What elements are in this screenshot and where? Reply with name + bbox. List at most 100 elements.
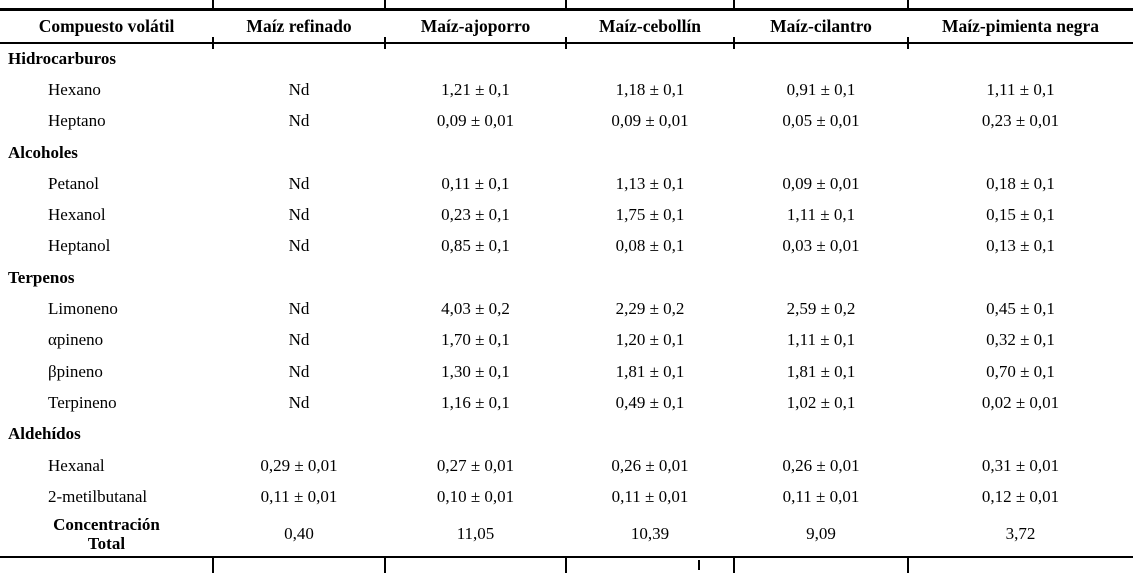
top-rule-tick: [212, 0, 214, 8]
compound-row: αpineno Nd 1,70 ± 0,1 1,20 ± 0,1 1,11 ± 0,1 0…: [0, 325, 1133, 356]
value-cell: 1,75 ± 0,1: [615, 205, 685, 225]
compound-row: Limoneno Nd 4,03 ± 0,2 2,29 ± 0,2 2,59 ± 0,2…: [0, 293, 1133, 324]
total-value-cell: 3,72: [908, 512, 1133, 559]
value-cell: 0,11 ± 0,01: [611, 486, 689, 506]
value-cell: 0,02 ± 0,01: [981, 392, 1060, 412]
value-cell: 1,11 ± 0,1: [786, 330, 856, 350]
section-label: Alcoholes: [8, 142, 78, 162]
compound-name: αpineno: [48, 330, 104, 350]
compound-name: Hexanal: [48, 455, 105, 475]
value-cell: Nd: [288, 205, 310, 225]
value-cell: 1,30 ± 0,1: [441, 361, 510, 381]
total-label-line2: Total: [87, 534, 126, 554]
compound-name: Hexano: [48, 79, 101, 99]
top-rule-tick: [733, 0, 735, 8]
header-maiz-cilantro: Maíz-cilantro: [734, 8, 908, 44]
header-rule-tick: [212, 37, 214, 49]
value-cell: 0,12 ± 0,01: [981, 486, 1060, 506]
section-label: Terpenos: [8, 267, 75, 287]
compound-row: Heptano Nd 0,09 ± 0,01 0,09 ± 0,01 0,05 ± 0,…: [0, 106, 1133, 137]
value-cell: 0,11 ± 0,01: [782, 486, 860, 506]
header-rule-tick: [907, 37, 909, 49]
value-cell: 0,05 ± 0,01: [782, 111, 860, 131]
section-row: Alcoholes: [0, 137, 1133, 168]
bottom-rule-tick: [907, 558, 909, 573]
value-cell: 1,02 ± 0,1: [786, 392, 856, 412]
value-cell: 0,11 ± 0,01: [260, 486, 338, 506]
value-cell: 0,03 ± 0,01: [782, 236, 860, 256]
compound-name: Heptano: [48, 111, 106, 131]
total-row-label: Concentración Total: [0, 512, 213, 559]
compound-row: βpineno Nd 1,30 ± 0,1 1,81 ± 0,1 1,81 ± 0,1 0…: [0, 356, 1133, 387]
compound-row: Terpineno Nd 1,16 ± 0,1 0,49 ± 0,1 1,02 ± 0,…: [0, 387, 1133, 418]
value-cell: 0,45 ± 0,1: [986, 299, 1055, 319]
compound-name: Heptanol: [48, 236, 111, 256]
header-compound-column: Compuesto volátil: [0, 8, 213, 44]
header-rule-tick: [733, 37, 735, 49]
top-rule-tick: [384, 0, 386, 8]
value-cell: 0,11 ± 0,1: [441, 173, 510, 193]
bottom-rule-tick: [565, 558, 567, 573]
value-cell: Nd: [288, 79, 310, 99]
value-cell: Nd: [288, 361, 310, 381]
top-rule-tick: [907, 0, 909, 8]
value-cell: 0,27 ± 0,01: [436, 455, 515, 475]
total-value-cell: 11,05: [385, 512, 566, 559]
value-cell: 1,20 ± 0,1: [615, 330, 685, 350]
section-label: Aldehídos: [8, 424, 81, 444]
section-label: Hidrocarburos: [8, 49, 116, 69]
value-cell: 1,16 ± 0,1: [441, 392, 510, 412]
compound-name: 2-metilbutanal: [48, 486, 148, 506]
total-row: Concentración Total 0,40 11,05 10,39 9,0…: [0, 512, 1133, 559]
value-cell: 0,29 ± 0,01: [260, 455, 338, 475]
value-cell: 1,81 ± 0,1: [615, 361, 685, 381]
header-maiz-pimienta-negra: Maíz-pimienta negra: [908, 8, 1133, 44]
bottom-rule-tick: [733, 558, 735, 573]
header-maiz-ajoporro: Maíz-ajoporro: [385, 8, 566, 44]
value-cell: 2,29 ± 0,2: [615, 299, 685, 319]
compound-name: Petanol: [48, 173, 99, 193]
compound-name: Hexanol: [48, 205, 106, 225]
value-cell: Nd: [288, 111, 310, 131]
value-cell: 0,70 ± 0,1: [986, 361, 1055, 381]
value-cell: 0,91 ± 0,1: [786, 79, 856, 99]
value-cell: Nd: [288, 299, 310, 319]
value-cell: 1,70 ± 0,1: [441, 330, 510, 350]
value-cell: 2,59 ± 0,2: [786, 299, 856, 319]
value-cell: 1,13 ± 0,1: [615, 173, 685, 193]
value-cell: 0,23 ± 0,01: [981, 111, 1060, 131]
bottom-rule-artifact-tick: [698, 560, 700, 570]
compound-row: 2-metilbutanal 0,11 ± 0,01 0,10 ± 0,01 0,11…: [0, 481, 1133, 512]
compound-row: Heptanol Nd 0,85 ± 0,1 0,08 ± 0,1 0,03 ± 0,0…: [0, 231, 1133, 262]
value-cell: 0,49 ± 0,1: [615, 392, 685, 412]
section-row: Aldehídos: [0, 419, 1133, 450]
value-cell: 0,85 ± 0,1: [441, 236, 510, 256]
section-row: Terpenos: [0, 262, 1133, 293]
value-cell: 0,08 ± 0,1: [615, 236, 685, 256]
value-cell: 0,10 ± 0,01: [436, 486, 515, 506]
header-rule-tick: [565, 37, 567, 49]
value-cell: 0,26 ± 0,01: [782, 455, 860, 475]
value-cell: 1,11 ± 0,1: [786, 205, 856, 225]
value-cell: Nd: [288, 173, 310, 193]
value-cell: Nd: [288, 236, 310, 256]
value-cell: 0,15 ± 0,1: [986, 205, 1055, 225]
compound-row: Hexanol Nd 0,23 ± 0,1 1,75 ± 0,1 1,11 ± 0,1 0…: [0, 199, 1133, 230]
header-maiz-cebollin: Maíz-cebollín: [566, 8, 734, 44]
value-cell: 0,18 ± 0,1: [986, 173, 1055, 193]
volatile-compounds-table: Compuesto volátil Maíz refinado Maíz-ajo…: [0, 8, 1133, 559]
value-cell: Nd: [288, 330, 310, 350]
value-cell: 0,26 ± 0,01: [611, 455, 689, 475]
total-value-cell: 9,09: [734, 512, 908, 559]
header-maiz-refinado: Maíz refinado: [213, 8, 385, 44]
value-cell: 0,09 ± 0,01: [782, 173, 860, 193]
compound-row: Petanol Nd 0,11 ± 0,1 1,13 ± 0,1 0,09 ± 0,01…: [0, 168, 1133, 199]
total-value-cell: 10,39: [566, 512, 734, 559]
value-cell: 0,09 ± 0,01: [611, 111, 689, 131]
compound-name: Limoneno: [48, 299, 118, 319]
top-rule-tick: [565, 0, 567, 8]
compound-row: Hexanal 0,29 ± 0,01 0,27 ± 0,01 0,26 ± 0,01…: [0, 450, 1133, 481]
total-label-line1: Concentración: [53, 515, 160, 535]
value-cell: 4,03 ± 0,2: [441, 299, 510, 319]
